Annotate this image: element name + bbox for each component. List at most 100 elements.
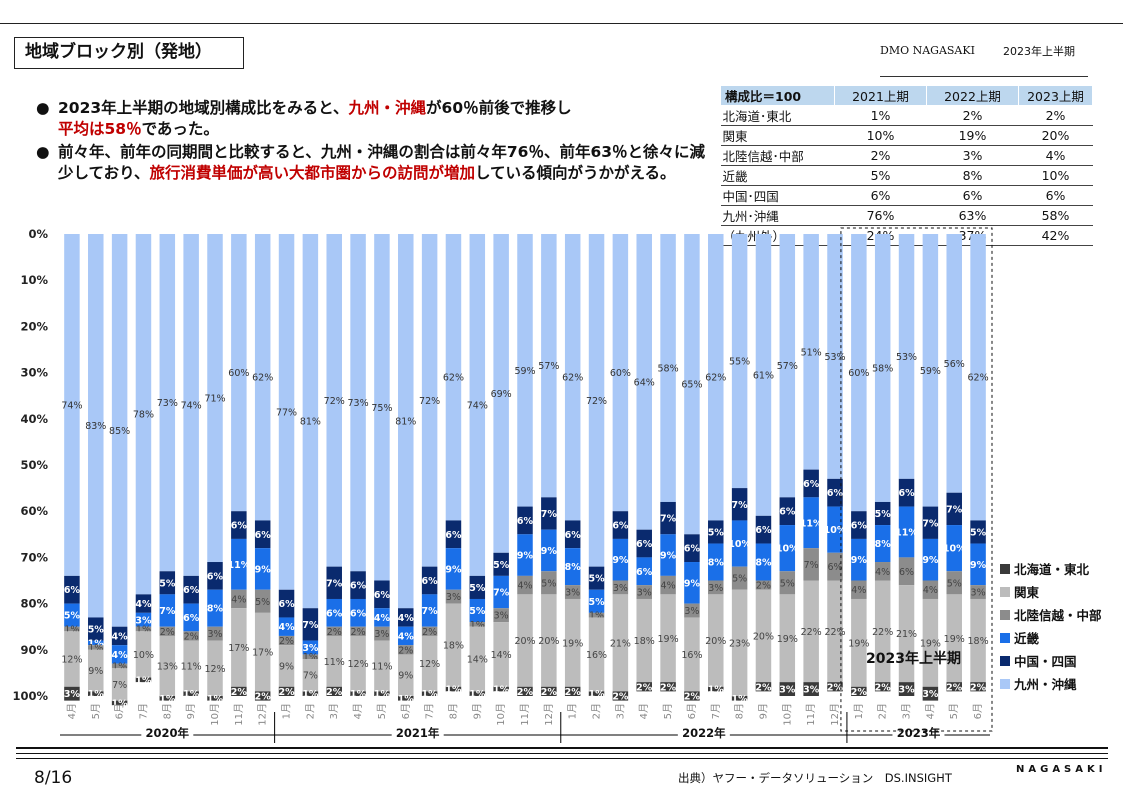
header-period: 2023年上半期 bbox=[1003, 45, 1075, 58]
bar-segment bbox=[135, 594, 152, 613]
bar-segment bbox=[541, 529, 557, 572]
legend-label: 北陸信越・中部 bbox=[1014, 608, 1102, 623]
summary-cell: 8% bbox=[926, 165, 1019, 186]
data-label: 2% bbox=[541, 687, 558, 698]
summary-header-cell: 2021上期 bbox=[834, 85, 927, 106]
bar-segment bbox=[588, 612, 605, 618]
bar-segment bbox=[231, 538, 247, 590]
bar-segment bbox=[326, 635, 342, 687]
data-label: 6% bbox=[827, 562, 842, 573]
x-tick-label: 10月 bbox=[209, 703, 221, 726]
data-label: 4% bbox=[112, 650, 129, 661]
data-label: 7% bbox=[302, 620, 319, 631]
data-label: 1% bbox=[112, 661, 127, 672]
y-tick-label: 10% bbox=[20, 273, 48, 287]
data-label: 4% bbox=[398, 613, 415, 624]
data-label: 9% bbox=[660, 551, 677, 562]
data-label: 9% bbox=[851, 555, 868, 566]
bar-segment bbox=[970, 682, 986, 692]
summary-row-label: 中国･四国 bbox=[720, 185, 835, 206]
bar-segment bbox=[421, 234, 438, 567]
bar-segment bbox=[207, 626, 223, 641]
bar-segment bbox=[88, 617, 104, 641]
data-label: 5% bbox=[708, 527, 725, 538]
x-tick-label: 4月 bbox=[66, 703, 78, 719]
data-label: 62% bbox=[562, 373, 583, 384]
data-label: 1% bbox=[589, 611, 604, 622]
bar-segment bbox=[64, 603, 80, 627]
bar-segment bbox=[64, 686, 80, 701]
summary-cell: 76% bbox=[834, 205, 927, 226]
data-label: 51% bbox=[801, 347, 822, 358]
data-label: 6% bbox=[445, 530, 462, 541]
data-label: 6% bbox=[374, 590, 391, 601]
x-tick-label: 1月 bbox=[853, 703, 865, 719]
data-label: 3% bbox=[708, 583, 723, 594]
bar-segment bbox=[803, 580, 819, 683]
summary-cell: 63% bbox=[926, 205, 1019, 226]
x-tick-label: 1月 bbox=[281, 703, 293, 719]
bar-segment bbox=[803, 497, 819, 549]
bar-segment bbox=[636, 234, 652, 530]
data-label: 4% bbox=[517, 581, 532, 592]
data-label: 5% bbox=[780, 578, 795, 589]
bar-segment bbox=[254, 612, 271, 692]
summary-cell: 42% bbox=[1018, 225, 1093, 246]
data-label: 11% bbox=[895, 527, 918, 538]
bar-segment bbox=[564, 520, 581, 549]
data-label: 2% bbox=[636, 682, 653, 693]
bar-segment bbox=[755, 589, 772, 683]
bar-segment bbox=[88, 234, 104, 618]
summary-cell: 6% bbox=[926, 185, 1019, 206]
data-label: 6% bbox=[183, 585, 200, 596]
bar-segment bbox=[922, 506, 939, 539]
bullet-run: している傾向がうかがえる。 bbox=[474, 164, 676, 182]
data-label: 8% bbox=[755, 558, 772, 569]
x-tick-label: 7月 bbox=[137, 703, 149, 719]
year-group-label: 2021年 bbox=[396, 726, 440, 740]
data-label: 6% bbox=[636, 567, 653, 578]
data-label: 5% bbox=[732, 574, 747, 585]
data-label: 2% bbox=[351, 627, 366, 638]
x-tick-label: 7月 bbox=[710, 703, 722, 719]
summary-table: 構成比＝100 2021上期 2022上期 2023上期 北海道･東北 1% 2% 2… bbox=[720, 85, 1093, 246]
data-label: 11% bbox=[324, 657, 345, 668]
bar-segment bbox=[302, 659, 319, 692]
bar-segment bbox=[636, 598, 652, 683]
data-label: 2% bbox=[612, 692, 629, 703]
data-label: 19% bbox=[777, 634, 798, 645]
bar-segment bbox=[493, 686, 509, 692]
data-label: 18% bbox=[634, 636, 655, 647]
data-label: 2% bbox=[684, 692, 701, 703]
bar-segment bbox=[612, 580, 629, 595]
data-label: 1% bbox=[732, 694, 749, 705]
data-label: 1% bbox=[708, 685, 725, 696]
data-label: 6% bbox=[779, 507, 796, 518]
data-label: 1% bbox=[398, 694, 415, 705]
bar-segment bbox=[660, 234, 676, 502]
highlight-box bbox=[840, 227, 993, 732]
bar-segment bbox=[922, 538, 939, 581]
bar-segment bbox=[111, 668, 128, 701]
data-label: 2% bbox=[231, 687, 248, 698]
data-label: 11% bbox=[227, 560, 250, 571]
data-label: 3% bbox=[64, 689, 81, 700]
bar-segment bbox=[922, 686, 939, 701]
x-tick-label: 3月 bbox=[901, 703, 913, 719]
bar-segment bbox=[326, 566, 342, 599]
data-label: 5% bbox=[875, 509, 892, 520]
bar-segment bbox=[970, 520, 986, 544]
data-label: 22% bbox=[872, 627, 893, 638]
bar-segment bbox=[564, 234, 581, 521]
bar-segment bbox=[88, 645, 104, 650]
summary-row: 九州･沖縄 76% 63% 58% bbox=[720, 205, 1093, 226]
x-tick-label: 6月 bbox=[686, 703, 698, 719]
data-label: 9% bbox=[541, 546, 558, 557]
x-tick-label: 8月 bbox=[734, 703, 746, 719]
bar-segment bbox=[755, 580, 772, 590]
bar-segment bbox=[374, 691, 390, 696]
bar-segment bbox=[874, 562, 891, 581]
data-label: 57% bbox=[777, 361, 798, 372]
bar-segment bbox=[183, 631, 199, 641]
data-label: 5% bbox=[947, 578, 962, 589]
